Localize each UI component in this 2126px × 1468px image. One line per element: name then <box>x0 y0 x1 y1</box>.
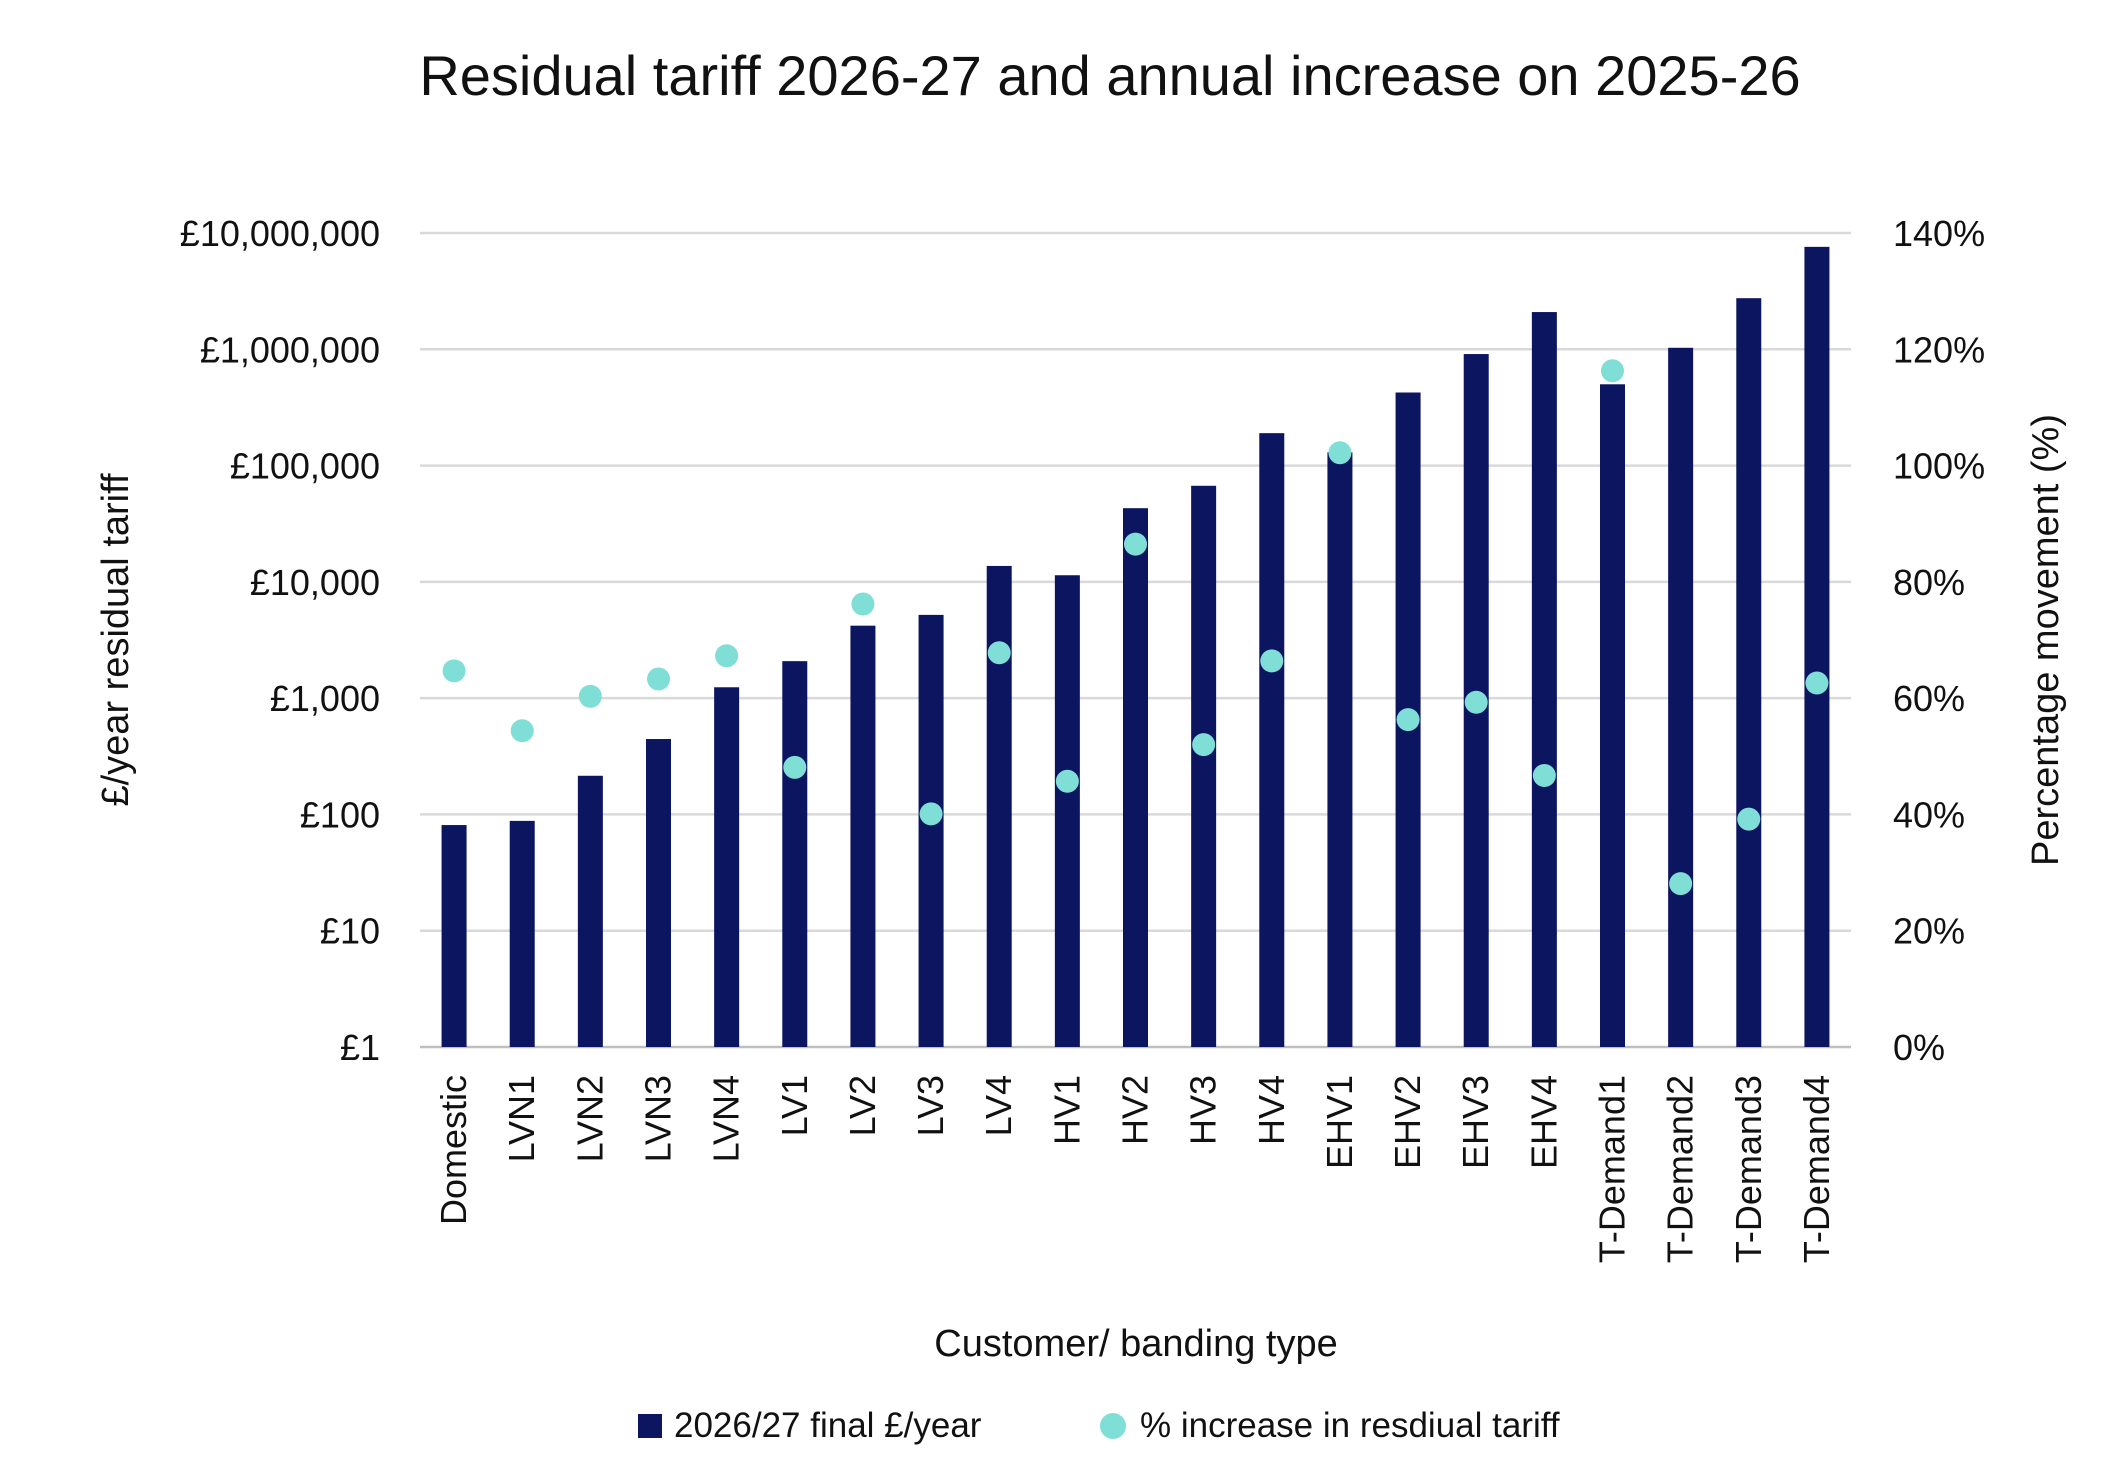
dot-Domestic <box>442 659 466 683</box>
x-tick-label: LVN4 <box>706 1075 747 1162</box>
legend-dot-swatch <box>1100 1413 1126 1439</box>
bar-LV4 <box>986 565 1012 1047</box>
dot-LVN4 <box>715 644 739 668</box>
x-tick-label: EHV4 <box>1523 1075 1564 1169</box>
x-tick-label: LV4 <box>978 1075 1019 1136</box>
x-tick-label: T-Demand3 <box>1728 1075 1769 1263</box>
y2-tick-label: 20% <box>1893 911 1965 952</box>
bar-LV2 <box>850 625 876 1047</box>
x-tick-label: EHV3 <box>1455 1075 1496 1169</box>
scatter-series <box>442 359 1829 896</box>
x-tick-label: HV3 <box>1183 1075 1224 1145</box>
x-tick-label: LV3 <box>910 1075 951 1136</box>
bar-T-Demand3 <box>1736 298 1762 1047</box>
bar-HV2 <box>1123 508 1148 1047</box>
y2-tick-label: 140% <box>1893 213 1985 254</box>
dot-LVN3 <box>647 667 670 691</box>
bar-EHV4 <box>1531 312 1557 1048</box>
x-tick-label: LV2 <box>842 1075 883 1136</box>
x-tick-label: HV2 <box>1115 1075 1156 1145</box>
x-tick-label: LV1 <box>774 1075 815 1136</box>
dot-T-Demand2 <box>1669 872 1693 896</box>
dot-EHV2 <box>1396 708 1420 732</box>
dot-T-Demand3 <box>1737 807 1761 831</box>
y-tick-label: £100,000 <box>230 446 380 487</box>
legend-dot-label: % increase in resdiual tariff <box>1140 1406 1560 1445</box>
dot-LV4 <box>987 641 1011 665</box>
x-tick-label: LVN2 <box>569 1075 610 1162</box>
y2-tick-label: 60% <box>1893 678 1965 719</box>
legend-bar-swatch <box>638 1414 662 1438</box>
dot-HV1 <box>1055 769 1079 793</box>
y-tick-label: £10 <box>320 911 380 952</box>
bar-HV4 <box>1259 433 1285 1047</box>
x-tick-label: T-Demand4 <box>1796 1075 1837 1263</box>
x-tick-label: EHV2 <box>1387 1075 1428 1169</box>
dot-LVN1 <box>510 719 534 743</box>
x-tick-label: EHV1 <box>1319 1075 1360 1169</box>
bar-LVN4 <box>714 687 740 1047</box>
y2-tick-label: 0% <box>1893 1027 1945 1068</box>
dot-T-Demand1 <box>1601 359 1624 383</box>
y-tick-label: £1,000 <box>270 678 380 719</box>
bar-LVN1 <box>509 820 535 1047</box>
bar-T-Demand4 <box>1804 246 1830 1047</box>
dot-EHV4 <box>1532 763 1556 787</box>
dot-LV3 <box>919 802 943 826</box>
x-tick-label: Domestic <box>433 1075 474 1225</box>
dot-EHV3 <box>1464 690 1488 714</box>
y-tick-label: £10,000 <box>250 562 380 603</box>
bar-HV3 <box>1191 485 1217 1047</box>
bar-EHV1 <box>1327 452 1353 1048</box>
y2-tick-label: 120% <box>1893 329 1985 370</box>
bar-LVN2 <box>577 775 603 1047</box>
x-tick-label: T-Demand2 <box>1660 1075 1701 1263</box>
x-tick-label: HV4 <box>1251 1075 1292 1145</box>
y2-axis-title: Percentage movement (%) <box>2025 414 2067 866</box>
dot-HV2 <box>1124 532 1147 556</box>
y2-tick-label: 100% <box>1893 446 1985 487</box>
bar-HV1 <box>1054 575 1080 1047</box>
x-axis: Domestic LVN1 LVN2 LVN3 LVN4 LV1 LV2 LV3 LV4 HV1 H… <box>433 1075 1837 1263</box>
x-tick-label: LVN3 <box>638 1075 679 1162</box>
legend-bar-label: 2026/27 final £/year <box>674 1406 982 1445</box>
y-tick-label: £1,000,000 <box>200 329 380 370</box>
dot-HV4 <box>1260 649 1284 673</box>
bar-LV3 <box>918 614 944 1047</box>
dot-EHV1 <box>1328 441 1352 465</box>
y-tick-label: £1 <box>340 1027 380 1068</box>
bar-LVN3 <box>646 739 671 1047</box>
bar-T-Demand1 <box>1600 384 1625 1047</box>
dot-LVN2 <box>578 684 602 708</box>
y-tick-label: £10,000,000 <box>180 213 380 254</box>
legend: 2026/27 final £/year % increase in resdi… <box>638 1406 1560 1445</box>
x-axis-title: Customer/ banding type <box>934 1323 1337 1365</box>
x-tick-label: LVN1 <box>501 1075 542 1162</box>
y-tick-label: £100 <box>300 794 380 835</box>
dot-LV2 <box>851 592 875 616</box>
bar-Domestic <box>441 825 467 1047</box>
dot-T-Demand4 <box>1805 671 1829 695</box>
y2-tick-label: 80% <box>1893 562 1965 603</box>
bar-T-Demand2 <box>1668 347 1694 1047</box>
dot-LV1 <box>783 755 807 779</box>
y-axis-left: £1 £10 £100 £1,000 £10,000 £100,000 £1,000,000… <box>180 213 380 1068</box>
bar-LV1 <box>782 661 808 1047</box>
chart-title: Residual tariff 2026-27 and annual incre… <box>419 44 1800 107</box>
y2-tick-label: 40% <box>1893 794 1965 835</box>
y-axis-title: £/year residual tariff <box>95 473 137 806</box>
y-axis-right: 0% 20% 40% 60% 80% 100% 120% 140% <box>1893 213 1985 1068</box>
dot-HV3 <box>1192 733 1216 757</box>
x-tick-label: HV1 <box>1046 1075 1087 1145</box>
x-tick-label: T-Demand1 <box>1592 1075 1633 1263</box>
